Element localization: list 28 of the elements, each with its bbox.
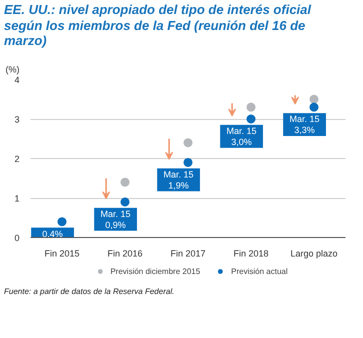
y-axis-title: (%) (6, 64, 20, 74)
point (120, 178, 130, 187)
point (246, 102, 256, 112)
point (184, 158, 192, 167)
x-tick-label: Largo plazo (290, 248, 338, 258)
data-label: Mar. 15 3,0% (226, 126, 257, 147)
y-tick-label: 2 (14, 154, 20, 164)
x-tick-label: Fin 2018 (233, 248, 269, 258)
point (310, 102, 318, 112)
data-label: Mar. 15 1,9% (164, 169, 194, 190)
x-tick-label: Fin 2016 (107, 248, 143, 258)
y-tick-label: 4 (14, 75, 20, 85)
data-label: Mar. 15 3,3% (290, 114, 320, 136)
point (58, 217, 66, 226)
y-tick-label: 1 (14, 194, 20, 204)
x-tick-label: Fin 2015 (44, 248, 80, 258)
point (184, 138, 192, 148)
chart-title: EE. UU.: nivel apropiado del tipo de interés oficial según los miembros de la Fed (reunión del 16 de marzo) (4, 2, 312, 49)
y-tick-label: 3 (14, 114, 20, 124)
point (310, 94, 318, 104)
point (246, 114, 256, 124)
x-tick-label: Fin 2017 (170, 248, 206, 258)
y-tick-label: 0 (14, 233, 20, 243)
legend-label: Previsión diciembre 2015 (110, 266, 200, 277)
point (120, 197, 130, 206)
legend-label: Previsión actual (231, 266, 288, 277)
source-note: Fuente: a partir de datos de la Reserva Federal. (4, 286, 174, 298)
data-label: Mar. 15 0,9% (100, 208, 131, 230)
